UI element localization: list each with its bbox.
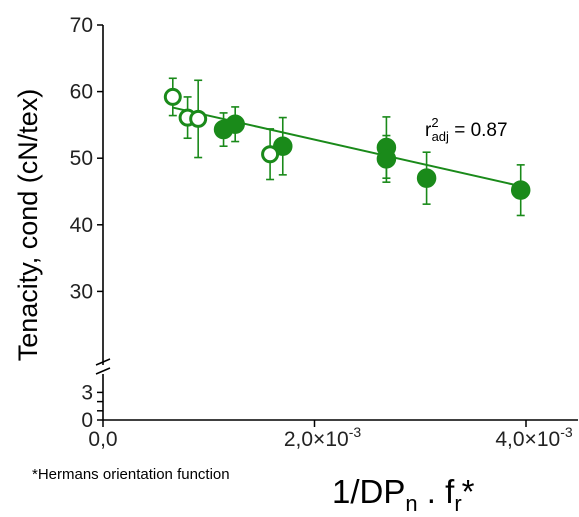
y-axis-title: Tenacity, cond (cN/tex) — [13, 89, 43, 362]
footnote: *Hermans orientation function — [32, 466, 230, 483]
y-tick-label: 3 — [81, 381, 93, 404]
y-tick-label: 40 — [70, 214, 93, 237]
y-tick-label: 70 — [70, 14, 93, 37]
y-tick-label: 0 — [81, 409, 93, 432]
y-tick-label: 50 — [70, 147, 93, 170]
axis-break-mark — [95, 358, 111, 366]
x-ticks: 0,0 2,0×10-3 4,0×10-3 — [88, 420, 573, 451]
x-axis-title: 1/DPn . fr* — [332, 473, 475, 516]
axes — [95, 25, 578, 421]
x-tick-label: 0,0 — [88, 428, 117, 451]
r2-annotation: r2 adj = 0.87 — [425, 115, 508, 144]
data-point-filled — [510, 180, 531, 200]
y-tick-label: 30 — [70, 280, 93, 303]
y-tick-label: 60 — [70, 81, 93, 104]
data-point-filled — [416, 168, 437, 188]
data-point-open — [261, 145, 280, 164]
x-tick-label: 2,0×10-3 — [284, 424, 361, 451]
data-point-filled — [376, 149, 397, 169]
data-point-open — [163, 87, 182, 106]
data-point-filled — [225, 114, 245, 134]
x-tick-label: 4,0×10-3 — [495, 424, 572, 451]
data-point-open — [189, 109, 208, 128]
axis-break-mark — [95, 367, 111, 375]
y-ticks: 30 40 50 60 70 0 3 — [70, 14, 103, 432]
data-points — [163, 77, 531, 217]
